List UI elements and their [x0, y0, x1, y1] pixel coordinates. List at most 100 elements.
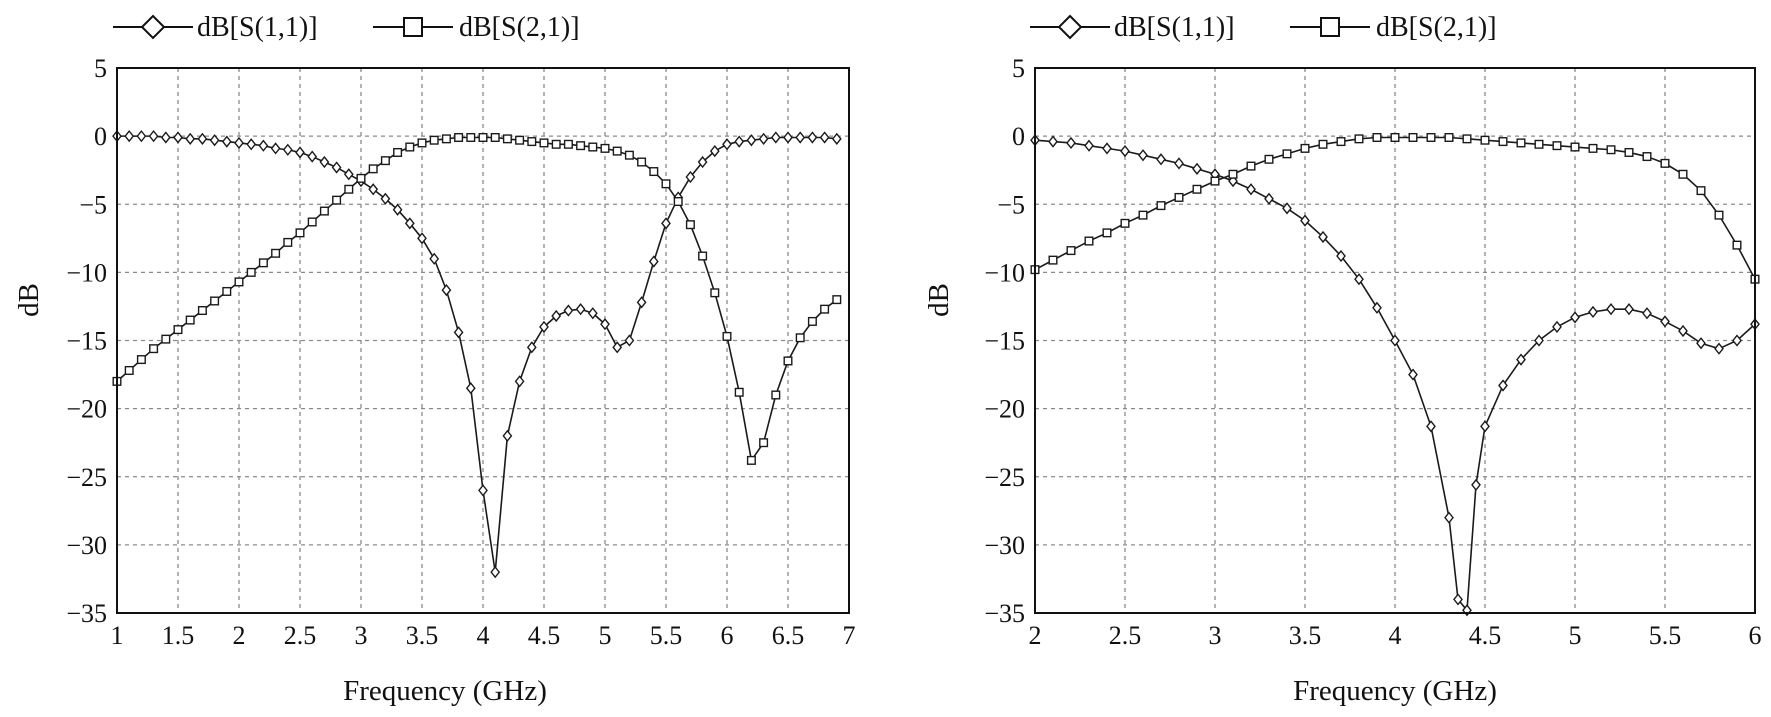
data-point-s21 [783, 356, 793, 366]
data-point-s21 [673, 197, 683, 207]
data-point-s21 [1426, 132, 1436, 142]
data-point-s11 [1678, 324, 1688, 338]
x-tick-label: 3 [1209, 621, 1222, 650]
data-point-s11 [1336, 249, 1346, 263]
legend-entry-s21: dB[S(2,1)] [1290, 12, 1497, 43]
data-point-s21 [246, 267, 256, 277]
data-point-s21 [820, 304, 830, 314]
x-tick-label: 4.5 [528, 621, 561, 650]
data-point-s11 [661, 217, 671, 230]
data-point-s21 [1300, 143, 1310, 153]
data-point-s11 [1102, 142, 1112, 155]
data-point-s11 [307, 150, 318, 163]
data-point-s11 [1696, 337, 1706, 350]
data-point-s11 [600, 318, 610, 331]
data-point-s11 [770, 131, 781, 144]
data-point-s11 [380, 192, 391, 205]
x-tick-label: 6 [1749, 621, 1762, 650]
data-point-s21 [1372, 132, 1382, 142]
data-point-s11 [1228, 174, 1238, 188]
data-point-s21 [1210, 176, 1220, 186]
data-point-s21 [1084, 236, 1094, 246]
series-right [1030, 132, 1760, 617]
data-point-s11 [1048, 135, 1058, 148]
data-point-s21 [734, 387, 744, 397]
data-point-s11 [783, 131, 793, 144]
data-point-s11 [1192, 162, 1202, 175]
data-point-s11 [514, 375, 525, 388]
x-tick-label: 6 [721, 621, 734, 650]
data-point-s21 [136, 355, 146, 365]
data-point-s11 [1453, 593, 1463, 606]
data-point-s11 [1156, 153, 1166, 166]
data-point-s21 [612, 146, 622, 156]
data-point-s11 [429, 252, 440, 265]
data-point-s11 [734, 135, 745, 148]
data-point-s21 [1318, 139, 1328, 149]
data-point-s21 [649, 167, 659, 177]
data-point-s21 [588, 142, 598, 152]
data-point-s21 [1120, 218, 1130, 228]
data-point-s21 [1156, 201, 1166, 211]
data-point-s11 [209, 134, 220, 147]
data-point-s21 [393, 147, 403, 157]
data-point-s21 [295, 228, 305, 238]
data-point-s11 [453, 326, 464, 339]
legend-right: dB[S(1,1)] dB[S(2,1)] [1030, 12, 1497, 43]
legend-left: dB[S(1,1)] dB[S(2,1)] [113, 12, 580, 43]
data-point-s11 [1480, 420, 1490, 433]
data-point-s21 [368, 164, 378, 174]
data-point-s21 [478, 132, 488, 142]
data-point-s11 [1426, 420, 1436, 433]
data-point-s11 [1174, 157, 1184, 170]
data-point-s11 [831, 132, 842, 145]
data-point-s21 [759, 438, 769, 448]
data-point-s21 [576, 141, 586, 151]
data-point-s21 [1444, 132, 1454, 142]
chart-right: dB[S(1,1)] dB[S(2,1)] 2 2.5 3 3.5 4 4.5 5 5.5 6 5… [923, 12, 1762, 707]
data-point-s21 [1174, 192, 1184, 202]
x-tick-label: 4 [477, 621, 490, 650]
data-point-s21 [149, 344, 159, 354]
data-point-s11 [1300, 214, 1310, 227]
y-tick-label: −5 [997, 190, 1025, 219]
data-point-s11 [648, 255, 659, 268]
x-tick-label: 3.5 [406, 621, 439, 650]
data-point-s11 [478, 484, 488, 497]
y-tick-label: −5 [79, 190, 107, 219]
data-point-s11 [368, 183, 379, 196]
data-point-s11 [709, 144, 720, 158]
plot-area-left [116, 67, 850, 614]
data-point-s21 [1336, 137, 1346, 147]
data-point-s11 [1444, 511, 1454, 524]
y-tick-label: −15 [66, 327, 107, 356]
x-tick-label: 4 [1389, 621, 1402, 650]
data-point-s21 [563, 139, 573, 149]
data-point-s21 [1192, 184, 1202, 194]
data-point-s21 [271, 248, 281, 258]
data-point-s11 [563, 304, 574, 317]
data-point-s21 [344, 184, 354, 194]
data-point-s21 [197, 306, 207, 316]
x-tick-label: 2.5 [1109, 621, 1142, 650]
y-axis-label-left: dB [13, 283, 45, 317]
data-point-s11 [1660, 315, 1670, 328]
y-tick-label: −30 [984, 531, 1025, 560]
data-point-s21 [319, 206, 329, 216]
data-point-s11 [1408, 368, 1418, 381]
data-point-s21 [161, 334, 171, 344]
legend-entry-s11: dB[S(1,1)] [1030, 12, 1235, 43]
data-point-s21 [1498, 137, 1508, 147]
y-tick-label: −10 [66, 258, 107, 287]
data-point-s21 [441, 134, 451, 144]
data-point-s11 [1642, 307, 1652, 320]
data-point-s21 [173, 325, 183, 335]
data-point-s21 [1534, 139, 1544, 149]
data-point-s11 [417, 232, 427, 245]
data-point-s11 [807, 131, 818, 144]
data-point-s21 [1264, 154, 1274, 164]
data-point-s21 [454, 132, 464, 142]
y-tick-label: −10 [984, 258, 1025, 287]
data-point-s11 [685, 170, 696, 184]
legend-label-s11: dB[S(1,1)] [197, 12, 318, 43]
